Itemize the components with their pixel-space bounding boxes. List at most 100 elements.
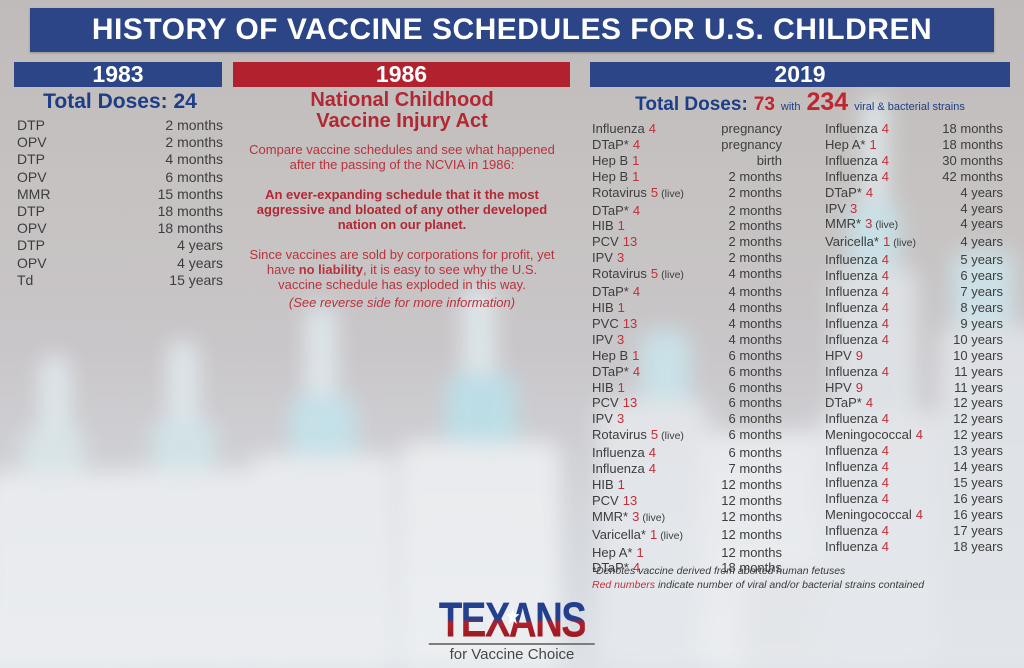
vaccine-age: 2 months — [728, 168, 782, 184]
schedule-row: Rotavirus 5 (live) 2 months — [592, 185, 782, 203]
strain-count: 1 — [869, 136, 877, 152]
vaccine-name-group: Influenza 4 — [592, 461, 656, 477]
vaccine-name: HIB — [592, 379, 614, 395]
strain-count: 5 — [650, 427, 659, 443]
vaccine-age: 4 years — [177, 237, 223, 254]
strain-count: 4 — [632, 560, 641, 576]
total-doses-1983: Total Doses: 24 — [14, 90, 226, 114]
vaccine-name-group: Varicella* 1 (live) — [825, 234, 916, 252]
vaccine-age: 9 years — [960, 315, 1003, 331]
vaccine-name-group: PCV 13 — [592, 234, 637, 250]
vaccine-age: 2 months — [165, 117, 223, 133]
vaccine-name: PCV — [592, 492, 619, 508]
vaccine-name: OPV — [17, 220, 47, 237]
schedule-row: Influenza 4 42 months — [825, 169, 1003, 185]
vaccine-name-group: DTaP* 4 — [592, 284, 640, 300]
schedule-row: DTaP* 4 2 months — [592, 203, 782, 219]
vaccine-name: Meningococcal — [825, 506, 912, 522]
total-doses-2019: Total Doses: 73 with 234 viral & bacteri… — [590, 88, 1010, 117]
vaccine-age: 6 years — [960, 268, 1003, 284]
vaccine-name: Hep B — [592, 152, 629, 168]
strain-count: 5 — [650, 184, 659, 200]
vaccine-name: DTP — [17, 203, 45, 220]
vaccine-age: 6 months — [728, 363, 782, 379]
schedule-row: Td 15 years — [14, 272, 226, 289]
strain-count: 4 — [881, 331, 889, 347]
schedule-row: Influenza 4 pregnancy — [592, 121, 782, 137]
vaccine-name-group: HIB 1 — [592, 477, 625, 493]
vaccine-name: Influenza — [825, 363, 878, 379]
vaccine-name: Influenza — [825, 522, 878, 538]
vaccine-age: 6 months — [728, 427, 782, 443]
schedule-row: PCV 13 6 months — [592, 395, 782, 411]
vaccine-age: 4 years — [960, 234, 1003, 250]
vaccine-age: 18 months — [942, 121, 1003, 136]
vaccine-name-group: HIB 1 — [592, 218, 625, 234]
vaccine-age: 4 years — [960, 216, 1003, 232]
vaccine-name: Influenza — [825, 443, 878, 459]
vaccine-name: Hep A* — [592, 544, 633, 560]
vaccine-name-group: PCV 13 — [592, 395, 637, 411]
vaccine-name: Varicella* — [825, 234, 879, 250]
vaccine-name: DTaP* — [825, 184, 862, 200]
schedule-row: Influenza 4 9 years — [825, 316, 1003, 332]
vaccine-age: 10 years — [953, 347, 1003, 363]
vaccine-age: 11 years — [954, 379, 1003, 395]
total-doses-2019-label: Total Doses: — [635, 94, 748, 115]
schedule-row: Hep A* 1 18 months — [825, 137, 1003, 153]
schedule-row: DTaP* 4 pregnancy — [592, 137, 782, 153]
schedule-list-2019-left: Influenza 4 pregnancy DTaP* 4 pregnancy He… — [592, 121, 782, 576]
strain-count: 4 — [881, 168, 889, 184]
vaccine-name: Influenza — [825, 252, 878, 268]
vaccine-age: 12 years — [953, 411, 1003, 427]
vaccine-name: DTP — [17, 151, 45, 168]
vaccine-name: Rotavirus — [592, 266, 647, 282]
schedule-row: DTaP* 4 4 months — [592, 284, 782, 300]
schedule-row: Influenza 4 7 years — [825, 284, 1003, 300]
strain-count: 4 — [881, 522, 889, 538]
schedule-row: PCV 13 12 months — [592, 493, 782, 509]
vaccine-name: Rotavirus — [592, 427, 647, 443]
strains-count: 234 — [806, 88, 849, 116]
schedule-row: OPV 6 months — [14, 169, 226, 186]
vaccine-age: 8 years — [960, 299, 1003, 315]
schedule-row: Influenza 4 14 years — [825, 459, 1003, 475]
schedule-row: PCV 13 2 months — [592, 234, 782, 250]
schedule-row: Influenza 4 12 years — [825, 411, 1003, 427]
schedule-list-2019-right: Influenza 4 18 months Hep A* 1 18 months I… — [825, 121, 1003, 576]
vaccine-age: 15 years — [953, 474, 1003, 490]
schedule-row: Influenza 4 15 years — [825, 475, 1003, 491]
vaccine-name: Influenza — [825, 411, 878, 427]
schedule-row: HIB 1 4 months — [592, 300, 782, 316]
schedule-row: Influenza 4 30 months — [825, 153, 1003, 169]
vaccine-age: 4 months — [165, 151, 223, 168]
strain-count: 4 — [632, 363, 641, 379]
vaccine-age: 6 months — [728, 347, 782, 363]
strain-count: 4 — [648, 461, 656, 477]
vaccine-age: 12 months — [721, 526, 782, 542]
vaccine-name: DTP — [17, 237, 45, 254]
live-note: (live) — [661, 430, 684, 443]
strain-count: 4 — [632, 136, 641, 152]
vaccine-name: Influenza — [825, 315, 878, 331]
vaccine-age: 4 months — [728, 299, 782, 315]
vaccine-name-group: MMR* 3 (live) — [825, 216, 898, 234]
live-note: (live) — [893, 237, 916, 250]
vaccine-age: 5 years — [960, 252, 1003, 268]
vaccine-name: Influenza — [825, 121, 878, 136]
column-1983: Total Doses: 24 DTP 2 months OPV 2 month… — [14, 90, 226, 289]
ncvia-heading-line1: National Childhood — [310, 89, 494, 111]
strain-count: 3 — [849, 200, 858, 216]
schedule-row: DTaP* 4 6 months — [592, 364, 782, 380]
year-bar-1983: 1983 — [14, 62, 222, 87]
vaccine-name-group: MMR* 3 (live) — [592, 509, 665, 527]
strains-label: viral & bacterial strains — [854, 101, 965, 113]
strain-count: 13 — [622, 395, 638, 411]
live-note: (live) — [661, 269, 684, 282]
strain-count: 3 — [616, 411, 625, 427]
strain-count: 3 — [616, 331, 625, 347]
vaccine-name: Varicella* — [592, 526, 646, 542]
vaccine-name: Meningococcal — [825, 427, 912, 443]
schedule-row: OPV 2 months — [14, 134, 226, 151]
